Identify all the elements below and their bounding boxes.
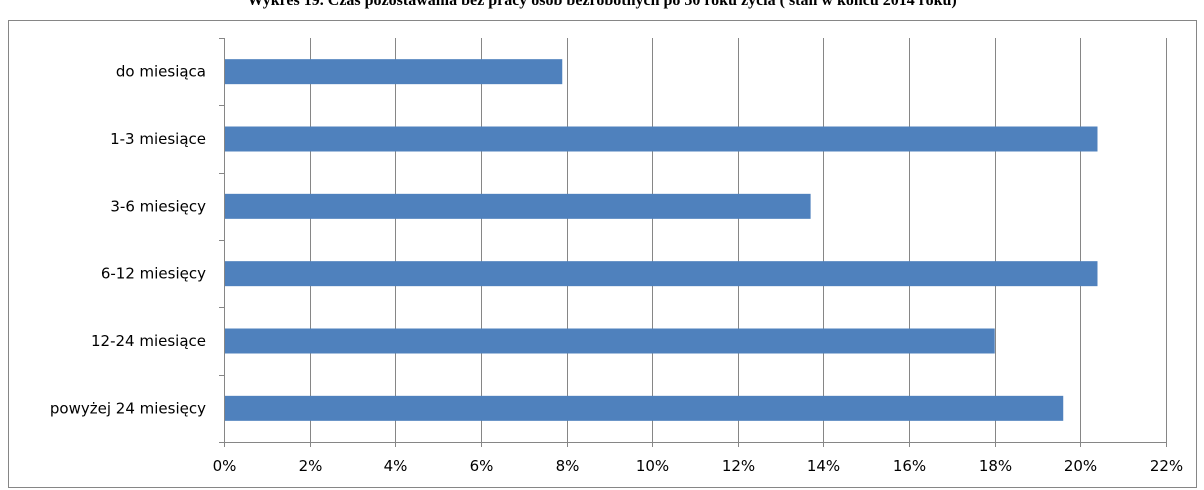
category-label: do miesiąca [116, 63, 206, 81]
x-tick-label: 8% [556, 457, 580, 475]
bar [225, 261, 1098, 287]
x-tick-label: 18% [979, 457, 1012, 475]
axes [219, 38, 1167, 447]
category-label: 1-3 miesiące [110, 130, 206, 148]
chart-title: Wykres 19. Czas pozostawania bez pracy o… [247, 0, 957, 9]
bar [225, 126, 1098, 152]
bar [225, 328, 995, 354]
gridlines [310, 38, 1167, 442]
bars [225, 59, 1098, 421]
category-label: 12-24 miesiące [91, 332, 206, 350]
labels: 0% 2% 4% 6% 8% 10% 12% 14% 16% 18% 20% 22% do miesią… [50, 63, 1183, 475]
category-label: 3-6 miesięcy [110, 197, 206, 215]
bar [225, 59, 563, 85]
x-tick-label: 22% [1150, 457, 1183, 475]
x-tick-label: 0% [213, 457, 237, 475]
x-tick-label: 4% [384, 457, 408, 475]
x-tick-label: 14% [807, 457, 840, 475]
bar [225, 193, 811, 219]
x-tick-label: 6% [470, 457, 494, 475]
x-tick-label: 10% [636, 457, 669, 475]
x-tick-label: 16% [893, 457, 926, 475]
category-label: 6-12 miesięcy [101, 265, 206, 283]
x-tick-label: 12% [722, 457, 755, 475]
x-tick-label: 2% [299, 457, 323, 475]
bar [225, 395, 1064, 421]
x-tick-label: 20% [1064, 457, 1097, 475]
category-label: powyżej 24 miesięcy [50, 399, 206, 417]
